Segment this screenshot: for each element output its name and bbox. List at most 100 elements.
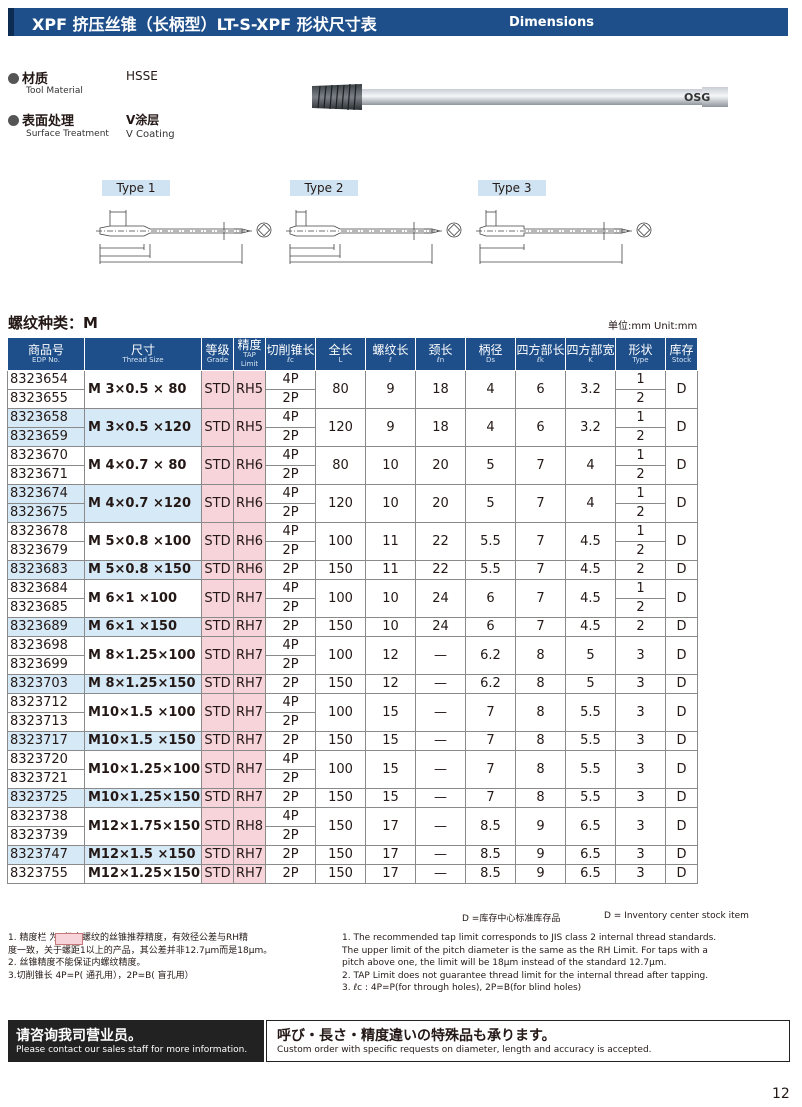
grade-cell: STD	[201, 807, 234, 846]
note-cn-line: 1. 精度栏 为2级内螺纹的丝锥推荐精度，有效径公差与RH精	[8, 933, 249, 943]
square-width-cell: 3.2	[565, 408, 616, 447]
thread-size-cell: M10×1.25×100	[84, 750, 202, 789]
note-en-line: 1. The recommended tap limit corresponds…	[342, 933, 717, 943]
stock-note-en: D = Inventory center stock item	[604, 911, 749, 921]
square-width-cell: 6.5	[565, 864, 616, 884]
square-width-cell: 5.5	[565, 731, 616, 751]
edp-cell: 8323655	[7, 389, 85, 409]
thread-length-cell: 17	[365, 864, 416, 884]
thread-size-cell: M 8×1.25×100	[84, 636, 202, 675]
type-cell: 3	[615, 845, 666, 865]
shank-diameter-cell: 5.5	[465, 560, 516, 580]
type-cell: 1	[615, 446, 666, 466]
edp-cell: 8323670	[7, 446, 85, 466]
stock-cell: D	[665, 484, 698, 523]
chamfer-length-cell: 2P	[265, 541, 316, 561]
edp-cell: 8323698	[7, 636, 85, 656]
thread-length-cell: 15	[365, 788, 416, 808]
tap-limit-cell: RH7	[233, 636, 266, 675]
grade-cell: STD	[201, 579, 234, 618]
edp-cell: 8323721	[7, 769, 85, 789]
tap-limit-cell: RH7	[233, 845, 266, 865]
table-row: 8323747 M12×1.5 ×150 STD RH7 2P 150 17—8.5 9 6.5…	[7, 845, 698, 865]
thread-length-cell: 15	[365, 731, 416, 751]
type-cell: 1	[615, 370, 666, 390]
shank-diameter-cell: 4	[465, 408, 516, 447]
neck-length-cell: —	[415, 864, 466, 884]
type-cell: 2	[615, 503, 666, 523]
contact-title: 请咨询我司营业员。	[16, 1028, 142, 1044]
table-row: 8323674 M 4×0.7 ×120 STD RH6 4P 120 10 20 5 7 4 1 D	[7, 484, 698, 523]
type-cell: 3	[615, 750, 666, 789]
table-row: 8323738 M12×1.75×150 STD RH8 4P 150 17—8.5 9 6.5…	[7, 807, 698, 846]
edp-cell: 8323674	[7, 484, 85, 504]
page-number: 12	[772, 1086, 790, 1102]
thread-length-cell: 10	[365, 446, 416, 485]
edp-cell: 8323683	[7, 560, 85, 580]
square-length-cell: 6	[515, 408, 566, 447]
neck-length-cell: 24	[415, 617, 466, 637]
column-header: 四方部长 ℓk	[515, 337, 566, 371]
thread-size-cell: M10×1.25×150	[84, 788, 202, 808]
chamfer-length-cell: 2P	[265, 655, 316, 675]
shank-diameter-cell: 6.2	[465, 636, 516, 675]
thread-size-cell: M12×1.25×150	[84, 864, 202, 884]
type-1-drawing	[96, 210, 272, 264]
table-row: 8323679 2P 2	[7, 541, 698, 561]
square-width-cell: 5.5	[565, 750, 616, 789]
neck-length-cell: —	[415, 845, 466, 865]
shank-diameter-cell: 6	[465, 617, 516, 637]
chamfer-length-cell: 4P	[265, 579, 316, 599]
square-length-cell: 7	[515, 484, 566, 523]
table-row: 8323739 2P	[7, 826, 698, 846]
edp-cell: 8323703	[7, 674, 85, 694]
bullet-icon	[8, 73, 19, 84]
column-header: 商品号 EDP No.	[7, 337, 85, 371]
overall-length-cell: 150	[315, 560, 366, 580]
chamfer-length-cell: 2P	[265, 598, 316, 618]
shank-diameter-cell: 8.5	[465, 845, 516, 865]
thread-length-cell: 15	[365, 693, 416, 732]
stock-note-cn: D =库存中心标准库存品	[462, 914, 561, 924]
unit-label: 单位:mm Unit:mm	[608, 321, 698, 332]
neck-length-cell: —	[415, 674, 466, 694]
edp-cell: 8323713	[7, 712, 85, 732]
square-length-cell: 9	[515, 864, 566, 884]
thread-size-cell: M 3×0.5 ×120	[84, 408, 202, 447]
thread-length-cell: 10	[365, 579, 416, 618]
stock-cell: D	[665, 845, 698, 865]
grade-cell: STD	[201, 674, 234, 694]
edp-cell: 8323712	[7, 693, 85, 713]
note-cn-line: 3.切削锥长 4P=P( 通孔用），2P=B( 盲孔用）	[8, 970, 194, 981]
thread-size-cell: M 5×0.8 ×150	[84, 560, 202, 580]
table-header-row: 商品号 EDP No. 尺寸 Thread Size 等级 Grade 精度 TAP Limi…	[7, 337, 698, 371]
overall-length-cell: 150	[315, 864, 366, 884]
grade-cell: STD	[201, 845, 234, 865]
square-length-cell: 9	[515, 845, 566, 865]
contact-footer: 请咨询我司营业员。 Please contact our sales staff…	[8, 1020, 790, 1062]
chamfer-length-cell: 2P	[265, 465, 316, 485]
type-cell: 3	[615, 864, 666, 884]
thread-length-cell: 17	[365, 845, 416, 865]
thread-size-cell: M 5×0.8 ×100	[84, 522, 202, 561]
chamfer-length-cell: 2P	[265, 845, 316, 865]
tap-limit-cell: RH7	[233, 674, 266, 694]
neck-length-cell: 18	[415, 408, 466, 447]
overall-length-cell: 100	[315, 522, 366, 561]
tap-tool-image: OSG	[312, 83, 728, 111]
stock-cell: D	[665, 693, 698, 732]
chamfer-length-cell: 2P	[265, 503, 316, 523]
neck-length-cell: 22	[415, 522, 466, 561]
table-row: 8323670 M 4×0.7 × 80 STD RH6 4P 80 10 20 5 7 4 1 D	[7, 446, 698, 485]
note-cn-line: 2. 丝锥精度不能保证内螺纹精度。	[8, 958, 146, 968]
tap-limit-cell: RH7	[233, 617, 266, 637]
table-row: 8323717 M10×1.5 ×150 STD RH7 2P 150 15—7 8 5.5 3 D	[7, 731, 698, 751]
type-3-label: Type 3	[478, 180, 546, 196]
tap-limit-cell: RH5	[233, 370, 266, 409]
tap-limit-cell: RH6	[233, 446, 266, 485]
type-cell: 3	[615, 788, 666, 808]
edp-cell: 8323679	[7, 541, 85, 561]
square-length-cell: 8	[515, 731, 566, 751]
shank-diameter-cell: 7	[465, 731, 516, 751]
square-width-cell: 5.5	[565, 788, 616, 808]
